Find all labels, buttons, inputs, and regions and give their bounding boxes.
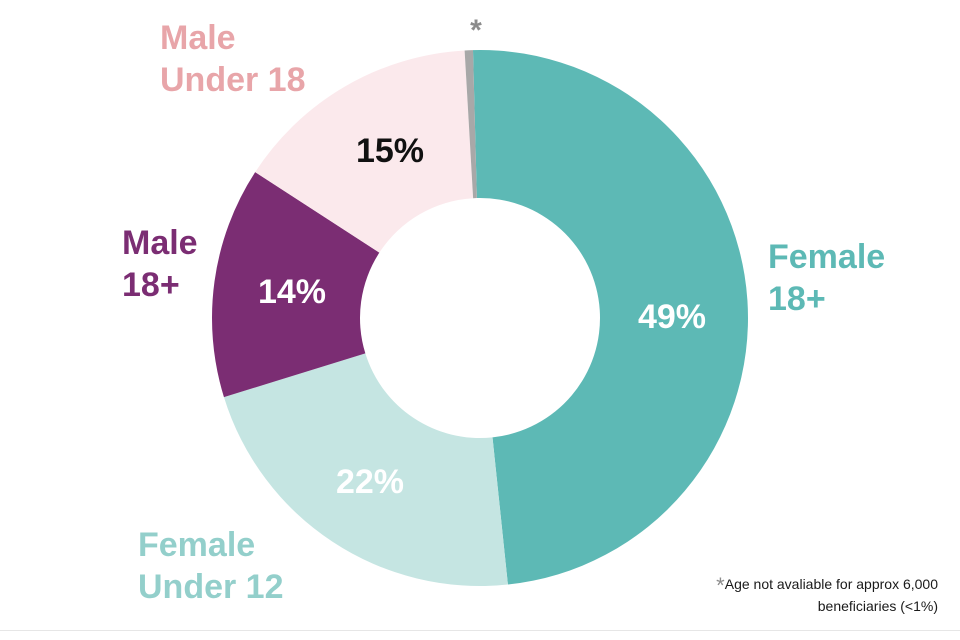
footnote: *Age not avaliable for approx 6,000 bene… <box>638 574 938 616</box>
bottom-divider <box>0 630 960 631</box>
donut-slice <box>472 50 748 585</box>
slice-category-label: Female <box>768 238 885 276</box>
slice-category-label: Under 18 <box>160 61 306 99</box>
donut-slice <box>255 50 474 253</box>
donut-slice <box>212 172 380 398</box>
slice-category-label: * <box>470 14 482 47</box>
slice-category-label: Male <box>122 224 198 262</box>
donut-slice <box>464 50 477 199</box>
footnote-line-1: Age not avaliable for approx 6,000 <box>724 576 938 592</box>
footnote-marker: * <box>716 573 725 598</box>
slice-value-label: 49% <box>638 298 706 336</box>
slice-value-label: 15% <box>356 132 424 170</box>
footnote-line-2: beneficiaries (<1%) <box>817 598 938 614</box>
donut-slice <box>223 353 508 586</box>
slice-category-label: Male <box>160 19 236 57</box>
slice-value-label: 14% <box>258 273 326 311</box>
slice-category-label: Under 12 <box>138 568 284 606</box>
slice-value-label: 22% <box>336 463 404 501</box>
slice-category-label: 18+ <box>768 280 826 318</box>
slice-category-label: 18+ <box>122 266 180 304</box>
slice-category-label: Female <box>138 526 255 564</box>
